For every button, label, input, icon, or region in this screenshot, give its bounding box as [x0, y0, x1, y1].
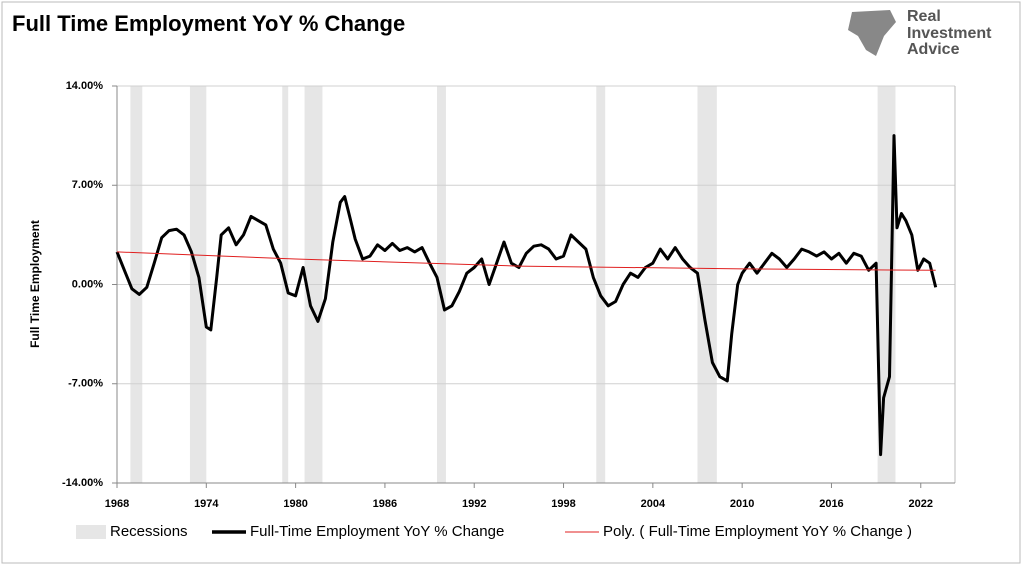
x-tick-label: 1986 [373, 498, 397, 510]
legend-swatch [76, 525, 106, 539]
line-series [115, 134, 938, 457]
y-tick-label: -7.00% [68, 378, 103, 390]
y-tick-label: -14.00% [62, 477, 103, 489]
y-axis-label: Full Time Employment [28, 220, 42, 348]
y-tick-label: 7.00% [72, 179, 103, 191]
logo-text: Real [907, 8, 941, 25]
x-tick-label: 2022 [909, 498, 933, 510]
x-tick-label: 1992 [462, 498, 486, 510]
logo-icon [848, 10, 896, 56]
logo-text: Investment [907, 25, 992, 42]
y-tick-label: 14.00% [66, 80, 104, 92]
x-tick-label: 1968 [105, 498, 129, 510]
chart-title: Full Time Employment YoY % Change [12, 11, 405, 36]
legend-label: Poly. ( Full-Time Employment YoY % Chang… [603, 523, 912, 540]
x-tick-label: 1974 [194, 498, 219, 510]
x-tick-label: 2016 [819, 498, 843, 510]
legend-label: Full-Time Employment YoY % Change [250, 523, 504, 540]
legend-label: Recessions [110, 523, 188, 540]
x-tick-label: 2010 [730, 498, 754, 510]
line-series [116, 251, 936, 271]
x-tick-label: 2004 [641, 498, 666, 510]
logo-text: Advice [907, 41, 960, 58]
y-tick-label: 0.00% [72, 278, 103, 290]
x-tick-label: 1980 [283, 498, 307, 510]
x-tick-label: 1998 [551, 498, 575, 510]
